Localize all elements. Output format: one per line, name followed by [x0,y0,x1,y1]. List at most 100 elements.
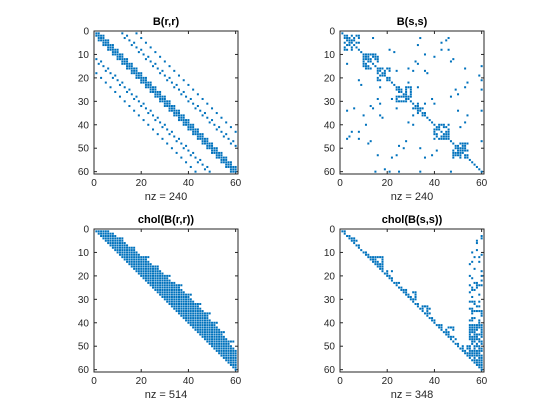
nonzero-marker [166,284,169,287]
nonzero-marker [220,354,223,357]
nonzero-marker [232,168,235,171]
nonzero-marker [194,321,197,324]
nonzero-marker [196,303,199,306]
nonzero-marker [102,39,105,42]
nonzero-marker [156,277,159,280]
nonzero-marker [203,338,206,341]
nonzero-marker [234,356,237,359]
nonzero-marker [227,342,230,345]
nonzero-marker [144,274,147,277]
nonzero-marker [168,298,171,301]
nonzero-marker [156,279,159,282]
x-tick-label: 60 [230,178,242,189]
nonzero-marker [222,354,225,357]
nonzero-marker [116,251,119,254]
nonzero-marker [452,328,455,331]
nonzero-marker [168,291,171,294]
nonzero-marker [471,340,474,343]
nonzero-marker [376,260,379,263]
nonzero-marker [350,239,353,242]
x-tick-label: 40 [429,178,441,189]
nonzero-marker [449,170,452,173]
nonzero-marker [192,324,195,327]
nonzero-marker [461,142,464,145]
nonzero-marker [100,235,103,238]
nonzero-marker [475,305,478,308]
nz-label: nz = 240 [145,191,188,203]
nonzero-marker [471,295,474,298]
nonzero-marker [194,307,197,310]
nonzero-marker [473,317,476,320]
nonzero-marker [395,281,398,284]
nonzero-marker [438,126,441,129]
nonzero-marker [149,263,152,266]
nonzero-marker [135,267,138,270]
nonzero-marker [203,335,206,338]
nonzero-marker [163,298,166,301]
nonzero-marker [355,239,358,242]
nonzero-marker [128,249,131,252]
nonzero-marker [390,81,393,84]
nonzero-marker [426,72,429,75]
nonzero-marker [440,324,443,327]
nonzero-marker [189,165,192,168]
nonzero-marker [480,88,483,91]
nonzero-marker [159,291,162,294]
nonzero-marker [374,58,377,61]
nonzero-marker [182,114,185,117]
nonzero-marker [480,235,483,238]
x-tick-label: 0 [337,376,343,387]
nonzero-marker [376,79,379,82]
nonzero-marker [140,260,143,263]
nonzero-marker [208,319,211,322]
nonzero-marker [128,263,131,266]
nonzero-marker [199,326,202,329]
nonzero-marker [185,312,188,315]
nonzero-marker [464,147,467,150]
nonzero-marker [407,293,410,296]
nonzero-marker [111,76,114,79]
nonzero-marker [374,260,377,263]
nonzero-marker [374,258,377,261]
nonzero-marker [194,324,197,327]
nonzero-marker [414,298,417,301]
nonzero-marker [369,67,372,70]
nonzero-marker [177,312,180,315]
nonzero-marker [213,345,216,348]
nonzero-marker [203,168,206,171]
nonzero-marker [381,74,384,77]
nonzero-marker [126,62,129,65]
nonzero-marker [152,286,155,289]
nonzero-marker [211,119,214,122]
nonzero-marker [464,352,467,355]
nonzero-marker [475,361,478,364]
nonzero-marker [199,310,202,313]
nonzero-marker [121,62,124,65]
nonzero-marker [213,328,216,331]
nonzero-marker [140,258,143,261]
nonzero-marker [201,319,204,322]
nonzero-marker [213,151,216,154]
nonzero-marker [362,114,365,117]
nonzero-marker [369,60,372,63]
nonzero-marker [211,324,214,327]
nonzero-marker [199,319,202,322]
nonzero-marker [123,249,126,252]
nonzero-marker [475,345,478,348]
nonzero-marker [215,333,218,336]
nonzero-marker [175,112,178,115]
nonzero-marker [475,310,478,313]
nonzero-marker [395,107,398,110]
nonzero-marker [177,74,180,77]
nonzero-marker [170,305,173,308]
nonzero-marker [225,354,228,357]
nonzero-marker [116,79,119,82]
nonzero-marker [395,97,398,100]
nonzero-marker [426,116,429,119]
nonzero-marker [177,303,180,306]
nonzero-marker [149,277,152,280]
nonzero-marker [126,258,129,261]
nonzero-marker [346,109,349,112]
nonzero-marker [421,114,424,117]
nonzero-marker [170,105,173,108]
